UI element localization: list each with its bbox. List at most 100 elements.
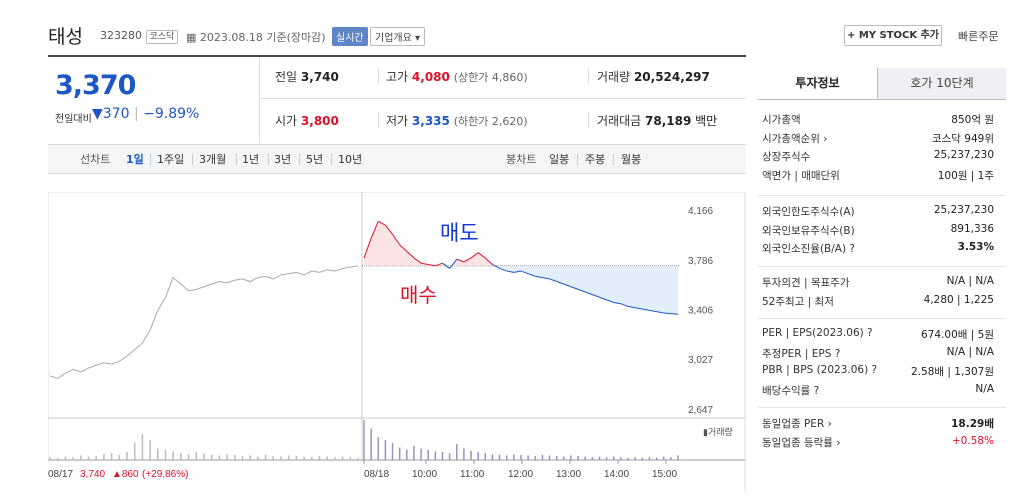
period-5y[interactable]: 5년	[306, 153, 324, 166]
above-prev-close-fill	[364, 221, 495, 266]
today-line-segment	[385, 224, 393, 235]
info-divider	[758, 266, 1006, 267]
divider	[378, 112, 379, 128]
candle-chart-label: 봉차트	[506, 153, 537, 166]
period-1d[interactable]: 1일	[126, 153, 144, 166]
info-row: 시가총액순위 › 코스닥 949위	[762, 131, 994, 149]
today-line-segment	[649, 309, 657, 313]
info-row: 추정PER | EPS ? N/A | N/A	[762, 346, 994, 364]
fast-order-link[interactable]: 빠른주문	[958, 30, 999, 43]
realtime-button[interactable]: 실시간	[332, 27, 368, 46]
today-line-segment	[670, 313, 679, 315]
today-line-segment	[570, 286, 579, 290]
below-prev-close-fill	[364, 221, 678, 315]
today-line-segment	[520, 270, 529, 275]
chart-fills	[364, 221, 678, 315]
divider	[588, 68, 589, 84]
x-tick-label: 10:00	[412, 469, 437, 480]
info-row: 동일업종 PER › 18.29배	[762, 416, 994, 434]
today-line-segment	[477, 252, 486, 259]
x-tick-label: 11:00	[460, 469, 485, 480]
period-1w[interactable]: 1주일	[157, 153, 185, 166]
tab-invest-info[interactable]: 투자정보	[758, 68, 878, 99]
period-10y[interactable]: 10년	[338, 153, 363, 166]
row-divider	[261, 98, 746, 99]
divider	[192, 154, 193, 165]
today-line-segment	[613, 301, 621, 305]
open-price: 시가 3,800	[275, 114, 339, 128]
today-line-segment	[484, 257, 493, 265]
chart-lines	[49, 220, 679, 380]
today-line-segment	[642, 308, 650, 311]
info-row: 외국인한도주식수(A) 25,237,230	[762, 204, 994, 222]
tab-orderbook[interactable]: 호가 10단계	[878, 68, 1006, 99]
divider	[331, 154, 332, 165]
today-line-segment	[627, 305, 636, 309]
summary-rate: (+29.86%)	[142, 469, 188, 480]
calendar-icon: ▦	[186, 31, 197, 44]
candle-daily[interactable]: 일봉	[549, 153, 570, 166]
today-line-segment	[456, 258, 465, 263]
info-row: 상장주식수 25,237,230	[762, 149, 994, 167]
candle-weekly[interactable]: 주봉	[585, 153, 606, 166]
today-line-segment	[663, 312, 671, 315]
period-1y[interactable]: 1년	[242, 153, 260, 166]
summary-close: 3,740	[80, 469, 105, 480]
high-price: 고가 4,080 (상한가 4,860)	[386, 70, 528, 84]
info-row: PER | EPS(2023.06) ? 674.00배 | 5원	[762, 327, 994, 345]
info-row: 배당수익률 ? N/A	[762, 383, 994, 401]
info-row: 액면가 | 매매단위 100원 | 1주	[762, 168, 994, 186]
candle-monthly[interactable]: 월봉	[621, 153, 642, 166]
divider	[236, 154, 237, 165]
info-divider	[758, 407, 1006, 408]
info-row: 외국인보유주식수(B) 891,336	[762, 223, 994, 241]
today-line-segment	[599, 296, 607, 301]
info-label: 외국인보유주식수(B)	[762, 224, 855, 237]
today-line-segment	[556, 281, 564, 285]
summary-date: 08/17	[48, 469, 73, 480]
info-value: 674.00배 | 5원	[921, 329, 994, 341]
period-3y[interactable]: 3년	[274, 153, 292, 166]
info-row: 투자의견 | 목표주가 N/A | N/A	[762, 275, 994, 293]
info-label: PBR | BPS (2023.06) ?	[762, 364, 878, 376]
y-axis-labels: 4,166 3,786 3,406 3,027 2,647	[688, 206, 713, 416]
info-label: 추정PER | EPS ?	[762, 347, 841, 360]
prev-day-line	[49, 265, 359, 380]
today-line-segment	[506, 270, 514, 273]
today-line-segment	[592, 294, 600, 298]
info-label: 배당수익률 ?	[762, 384, 820, 397]
info-value: N/A | N/A	[946, 345, 994, 358]
info-value: 25,237,230	[933, 204, 994, 216]
today-line-segment	[435, 262, 443, 267]
today-line-segment	[549, 278, 557, 282]
today-line-segment	[413, 257, 422, 264]
info-label: 시가총액순위 ›	[762, 132, 828, 145]
summary-change: ▲860	[112, 469, 139, 480]
today-line-segment	[463, 257, 472, 263]
y-tick-label: 4,166	[688, 206, 713, 217]
today-line-segment	[370, 221, 379, 239]
prev-day-summary: 08/17 3,740 ▲860 (+29.86%)	[48, 469, 188, 480]
today-line-segment	[585, 291, 593, 296]
annotation-sell: 매도	[440, 221, 479, 245]
add-mystock-button[interactable]: + MY STOCK 추가	[844, 25, 942, 46]
info-row: 동일업종 등락률 › +0.58%	[762, 435, 994, 453]
info-divider	[758, 195, 1006, 196]
today-line-segment	[406, 251, 415, 259]
info-label: 외국인소진율(B/A) ?	[762, 243, 855, 255]
period-3m[interactable]: 3개월	[199, 153, 227, 166]
info-label: 액면가 | 매매단위	[762, 169, 840, 182]
divider	[588, 112, 589, 128]
x-tick-label: 08/18	[364, 469, 389, 480]
price-box	[48, 57, 260, 143]
today-line-segment	[392, 234, 401, 246]
company-overview-button[interactable]: 기업개요 ▾	[370, 27, 425, 46]
today-line-segment	[542, 277, 550, 280]
y-tick-label: 3,027	[688, 355, 713, 366]
change-value: ▼370 | −9.89%	[92, 106, 200, 122]
info-value: 25,237,230	[933, 149, 994, 161]
today-line-segment	[499, 267, 507, 272]
today-line-segment	[449, 258, 458, 269]
stock-code: 323280 코스닥	[100, 29, 179, 44]
volume: 거래량 20,524,297	[597, 70, 710, 84]
